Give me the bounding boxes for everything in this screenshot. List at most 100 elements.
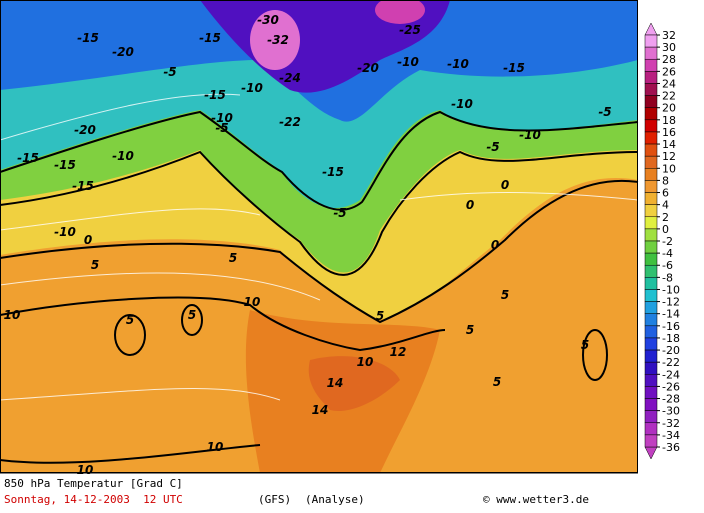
isotherm (399, 192, 639, 201)
colorbar-label: -32 (662, 417, 680, 430)
colorbar-label: -34 (662, 429, 680, 442)
source: © www.wetter3.de (483, 493, 589, 506)
colorbar-band (644, 374, 658, 387)
colorbar-band (644, 361, 658, 375)
contour-label: 0 (501, 178, 509, 192)
colorbar-band (644, 71, 658, 84)
contour-labels: -15-20-15-15 -15-10-20-5-15-15-10-5-10-30… (4, 13, 612, 477)
contour-label: -25 (399, 23, 421, 37)
contour (0, 296, 446, 352)
colorbar-band (644, 410, 658, 424)
run: (Analyse) (305, 493, 365, 506)
contour-label: 5 (493, 375, 501, 389)
colorbar-label: 28 (662, 53, 676, 66)
contour (0, 150, 639, 276)
colorbar-band (644, 168, 658, 181)
contour-label: -15 (72, 179, 94, 193)
contour-label: -10 (519, 128, 541, 142)
colorbar-label: 12 (662, 150, 676, 163)
colorbar-band (644, 131, 658, 145)
contour-label: -5 (215, 121, 228, 135)
contour-label: -5 (598, 105, 611, 119)
colorbar-band (644, 34, 658, 48)
colorbar-band (644, 301, 658, 314)
colorbar-label: 0 (662, 223, 669, 236)
colorbar-label: -2 (662, 235, 673, 248)
colorbar-label: -10 (662, 283, 680, 296)
contour-label: 10 (244, 295, 261, 309)
colorbar-label: -26 (662, 380, 680, 393)
colorbar-band (644, 289, 658, 302)
contour (114, 314, 146, 356)
contour-label: 10 (4, 308, 21, 322)
colorbar-label: 32 (662, 29, 676, 42)
colorbar: 32302826242220181614121086420-2-4-6-8-10… (644, 22, 680, 460)
colorbar-arrow (644, 446, 658, 460)
contour-label: 5 (229, 251, 237, 265)
colorbar-label: -6 (662, 259, 673, 272)
colorbar-band (644, 192, 658, 205)
contour-label: -24 (279, 71, 301, 85)
colorbar-label: -28 (662, 393, 680, 406)
colorbar-band (644, 180, 658, 193)
colorbar-band (644, 337, 658, 351)
colorbar-label: -4 (662, 247, 673, 260)
colorbar-band (644, 398, 658, 411)
colorbar-label: 30 (662, 41, 676, 54)
contour-label: -10 (112, 149, 134, 163)
map-title: 850 hPa Temperatur [Grad C] (4, 477, 183, 490)
colorbar-label: -8 (662, 271, 673, 284)
contour-label: 5 (91, 258, 99, 272)
contour (0, 110, 639, 211)
contour-label: -10 (241, 81, 263, 95)
colorbar-band (644, 228, 658, 242)
colorbar-label: 14 (662, 138, 676, 151)
contour (582, 329, 608, 381)
colorbar-label: 20 (662, 102, 676, 115)
contour-label: 10 (357, 355, 374, 369)
date: Sonntag, 14-12-2003 12 UTC (4, 493, 183, 506)
contours (0, 110, 639, 464)
colorbar-label: -24 (662, 368, 680, 381)
contour-label: -10 (447, 57, 469, 71)
colorbar-band (644, 386, 658, 399)
contour-label: -5 (333, 206, 346, 220)
contour-label: -10 (451, 97, 473, 111)
contour-label: -5 (163, 65, 176, 79)
contour-label: 10 (207, 440, 224, 454)
contour-label: -15 (204, 88, 226, 102)
isotherm (0, 208, 261, 231)
contour-label: 14 (327, 376, 344, 390)
colorbar-band (644, 325, 658, 339)
contour-label: -20 (357, 61, 379, 75)
colorbar-label: -16 (662, 320, 680, 333)
contour-label: 5 (466, 323, 474, 337)
colorbar-label: -36 (662, 441, 680, 454)
contour-label: -10 (211, 111, 233, 125)
colorbar-label: 4 (662, 199, 669, 212)
colorbar-label: -12 (662, 296, 680, 309)
colorbar-band (644, 216, 658, 230)
map: -15-20-15-15 -15-10-20-5-15-15-10-5-10-30… (0, 0, 639, 477)
contour-label: 12 (390, 345, 407, 359)
isotherm (0, 272, 321, 301)
colorbar-label: 26 (662, 65, 676, 78)
colorbar-band (644, 58, 658, 72)
contour-label: -15 (503, 61, 525, 75)
colorbar-label: 6 (662, 187, 669, 200)
colorbar-band (644, 313, 658, 327)
cold-core (375, 0, 425, 24)
contour-label: 0 (491, 238, 499, 252)
colorbar-band (644, 252, 658, 266)
colorbar-label: -20 (662, 344, 680, 357)
contour-label: -15 (322, 165, 344, 179)
contour-label: 14 (312, 403, 329, 417)
cold-core (250, 10, 300, 70)
colorbar-label: -30 (662, 405, 680, 418)
contour-label: 5 (581, 338, 589, 352)
colorbar-band (644, 46, 658, 60)
colorbar-label: 24 (662, 77, 676, 90)
isotherm (0, 93, 241, 141)
model: (GFS) (258, 493, 291, 506)
contour-label: -15 (17, 151, 39, 165)
